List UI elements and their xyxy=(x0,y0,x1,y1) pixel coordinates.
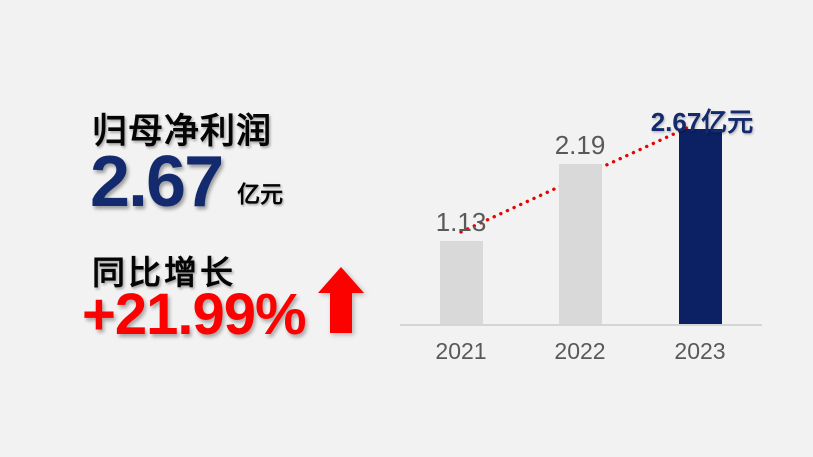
kpi-value: 2.67 xyxy=(90,142,224,222)
x-tick-label-2022: 2022 xyxy=(554,338,606,364)
kpi-title: 归母净利润 xyxy=(92,112,273,151)
kpi-value-row: 2.67 亿元 xyxy=(90,146,283,218)
bar-value-label-2022: 2.19 xyxy=(554,130,606,160)
bar-chart: 1.13 2021 2.19 2022 2.67亿元 2023 xyxy=(400,100,772,380)
growth-label: 同比增长 xyxy=(92,254,236,291)
x-tick-label-2023: 2023 xyxy=(674,338,726,364)
kpi-unit: 亿元 xyxy=(237,181,284,207)
x-tick-label-2021: 2021 xyxy=(435,338,487,364)
bar-2023 xyxy=(678,129,722,324)
bar-2022 xyxy=(558,164,602,324)
growth-value: +21.99% xyxy=(82,282,307,347)
bar-2021 xyxy=(439,241,483,324)
bar-value-label-2021: 1.13 xyxy=(435,207,487,237)
x-axis-line xyxy=(400,324,762,326)
bar-value-label-2023: 2.67亿元 xyxy=(650,107,754,137)
up-arrow-icon xyxy=(318,267,364,333)
